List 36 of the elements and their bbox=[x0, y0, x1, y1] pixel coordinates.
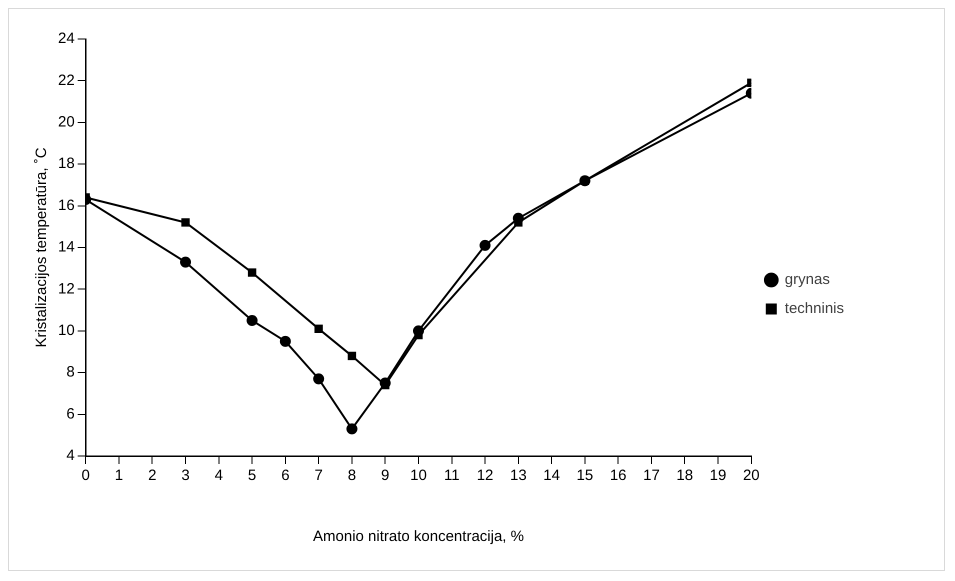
x-tick-label: 10 bbox=[410, 467, 427, 484]
x-tick-label: 20 bbox=[742, 467, 760, 484]
y-tick-label: 10 bbox=[58, 322, 75, 340]
x-tick-label: 11 bbox=[444, 467, 460, 484]
x-tick-label: 19 bbox=[710, 467, 726, 484]
x-tick-label: 2 bbox=[148, 467, 156, 484]
x-tick-label: 5 bbox=[248, 467, 256, 484]
x-tick-label: 12 bbox=[476, 467, 494, 484]
x-tick-label: 3 bbox=[181, 467, 190, 484]
x-tick-label: 1 bbox=[114, 467, 124, 484]
x-tick-label: 18 bbox=[676, 467, 694, 484]
x-tick-label: 9 bbox=[381, 467, 390, 484]
y-tick-label: 12 bbox=[58, 280, 75, 298]
x-tick-label: 15 bbox=[576, 467, 594, 484]
y-tick-label: 24 bbox=[58, 30, 75, 48]
x-tick-label: 0 bbox=[82, 467, 90, 484]
legend-label: techninis bbox=[784, 300, 844, 318]
x-tick-label: 4 bbox=[214, 467, 223, 484]
y-tick-label: 22 bbox=[58, 72, 75, 89]
y-tick-label: 4 bbox=[66, 447, 75, 464]
y-axis-title: Kristalizacijos temperatūra, ˚C bbox=[33, 147, 50, 348]
x-tick-label: 13 bbox=[510, 467, 527, 484]
x-tick-label: 16 bbox=[610, 467, 627, 484]
y-tick-label: 20 bbox=[58, 114, 75, 131]
x-tick-label: 17 bbox=[643, 467, 660, 484]
x-tick-label: 14 bbox=[543, 467, 560, 484]
y-tick-label: 6 bbox=[66, 405, 75, 422]
x-tick-label: 6 bbox=[281, 467, 290, 484]
x-axis-title: Amonio nitrato koncentracija, % bbox=[313, 528, 524, 546]
x-tick-label: 7 bbox=[314, 467, 323, 484]
y-tick-label: 8 bbox=[66, 364, 75, 381]
legend-label: grynas bbox=[784, 271, 830, 288]
x-tick-label: 8 bbox=[348, 467, 356, 484]
y-tick-label: 14 bbox=[58, 238, 75, 256]
y-tick-label: 16 bbox=[58, 196, 75, 214]
y-tick-label: 18 bbox=[58, 155, 75, 172]
